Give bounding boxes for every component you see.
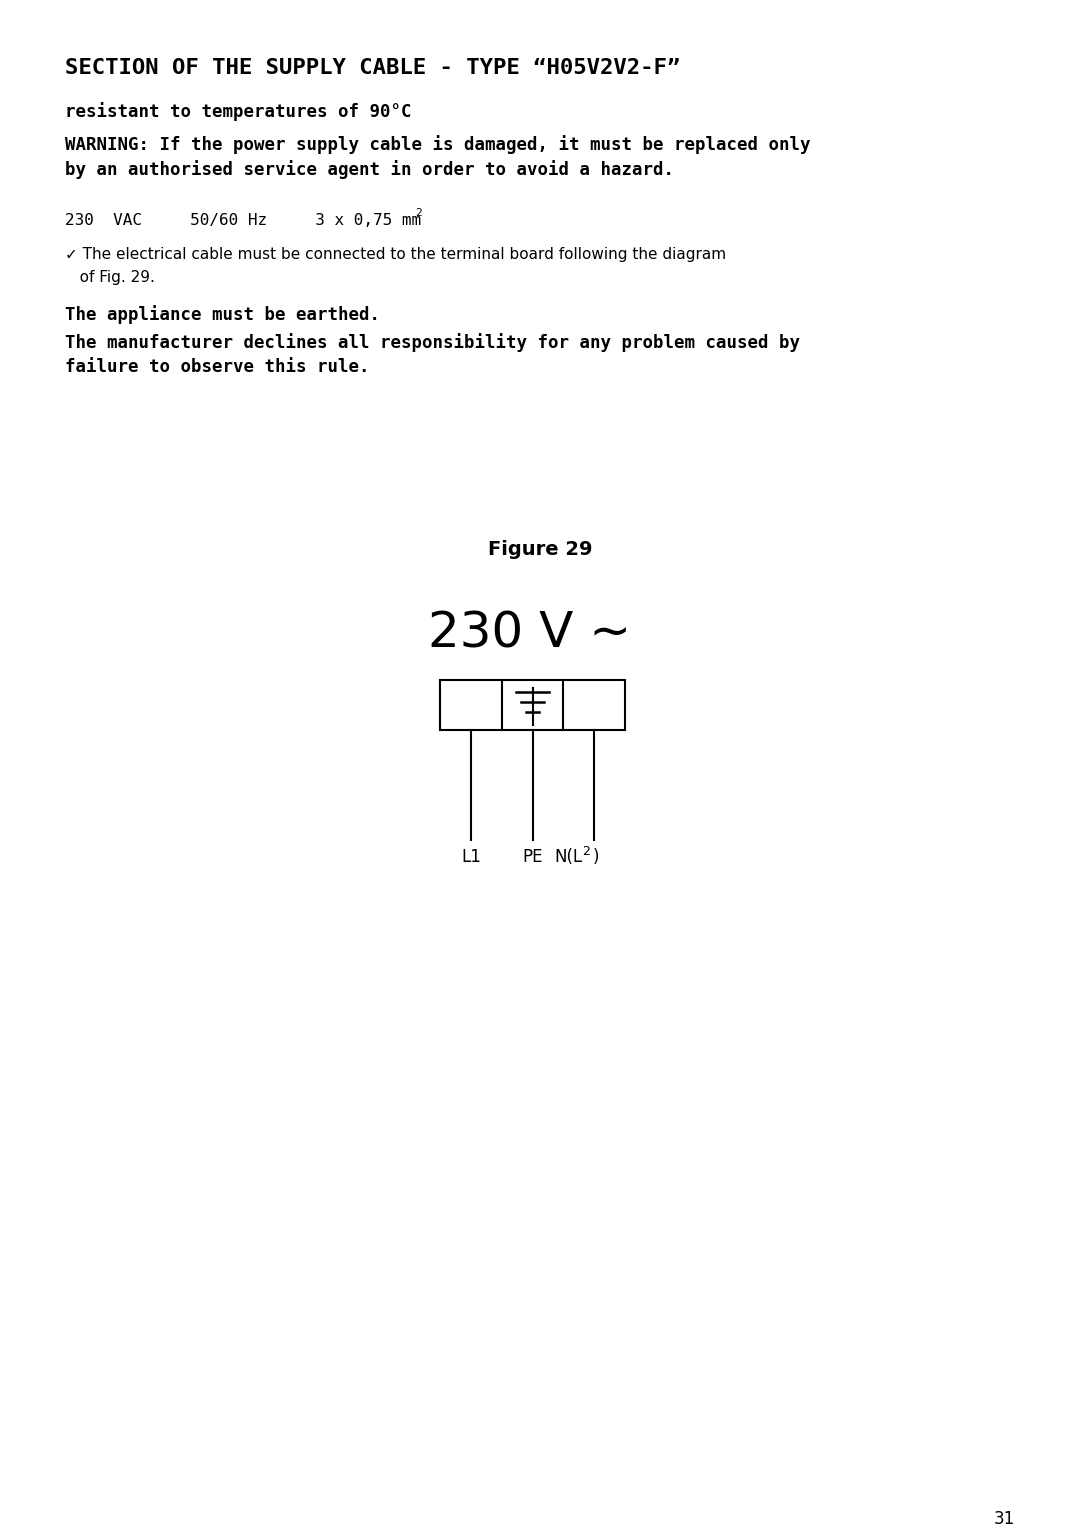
Text: by an authorised service agent in order to avoid a hazard.: by an authorised service agent in order … <box>65 159 674 179</box>
Text: 230  VAC     50/60 Hz     3 x 0,75 mm: 230 VAC 50/60 Hz 3 x 0,75 mm <box>65 213 421 228</box>
Text: L1: L1 <box>461 849 481 866</box>
Text: WARNING: If the power supply cable is damaged, it must be replaced only: WARNING: If the power supply cable is da… <box>65 135 810 155</box>
Text: 2: 2 <box>582 846 590 858</box>
Text: of Fig. 29.: of Fig. 29. <box>65 270 154 285</box>
Text: 230 V ∼: 230 V ∼ <box>429 610 632 659</box>
Text: ): ) <box>592 849 598 866</box>
Text: 2: 2 <box>415 208 422 218</box>
Text: Figure 29: Figure 29 <box>488 539 592 559</box>
Text: SECTION OF THE SUPPLY CABLE - TYPE “H05V2V2-F”: SECTION OF THE SUPPLY CABLE - TYPE “H05V… <box>65 58 680 78</box>
Text: N(L: N(L <box>554 849 582 866</box>
Text: The manufacturer declines all responsibility for any problem caused by: The manufacturer declines all responsibi… <box>65 332 800 352</box>
Text: 31: 31 <box>994 1511 1015 1527</box>
Text: failure to observe this rule.: failure to observe this rule. <box>65 358 369 375</box>
Text: ✓ The electrical cable must be connected to the terminal board following the dia: ✓ The electrical cable must be connected… <box>65 247 726 262</box>
Text: resistant to temperatures of 90°C: resistant to temperatures of 90°C <box>65 103 411 121</box>
Bar <box>440 680 625 731</box>
Text: PE: PE <box>523 849 543 866</box>
Text: The appliance must be earthed.: The appliance must be earthed. <box>65 305 380 323</box>
